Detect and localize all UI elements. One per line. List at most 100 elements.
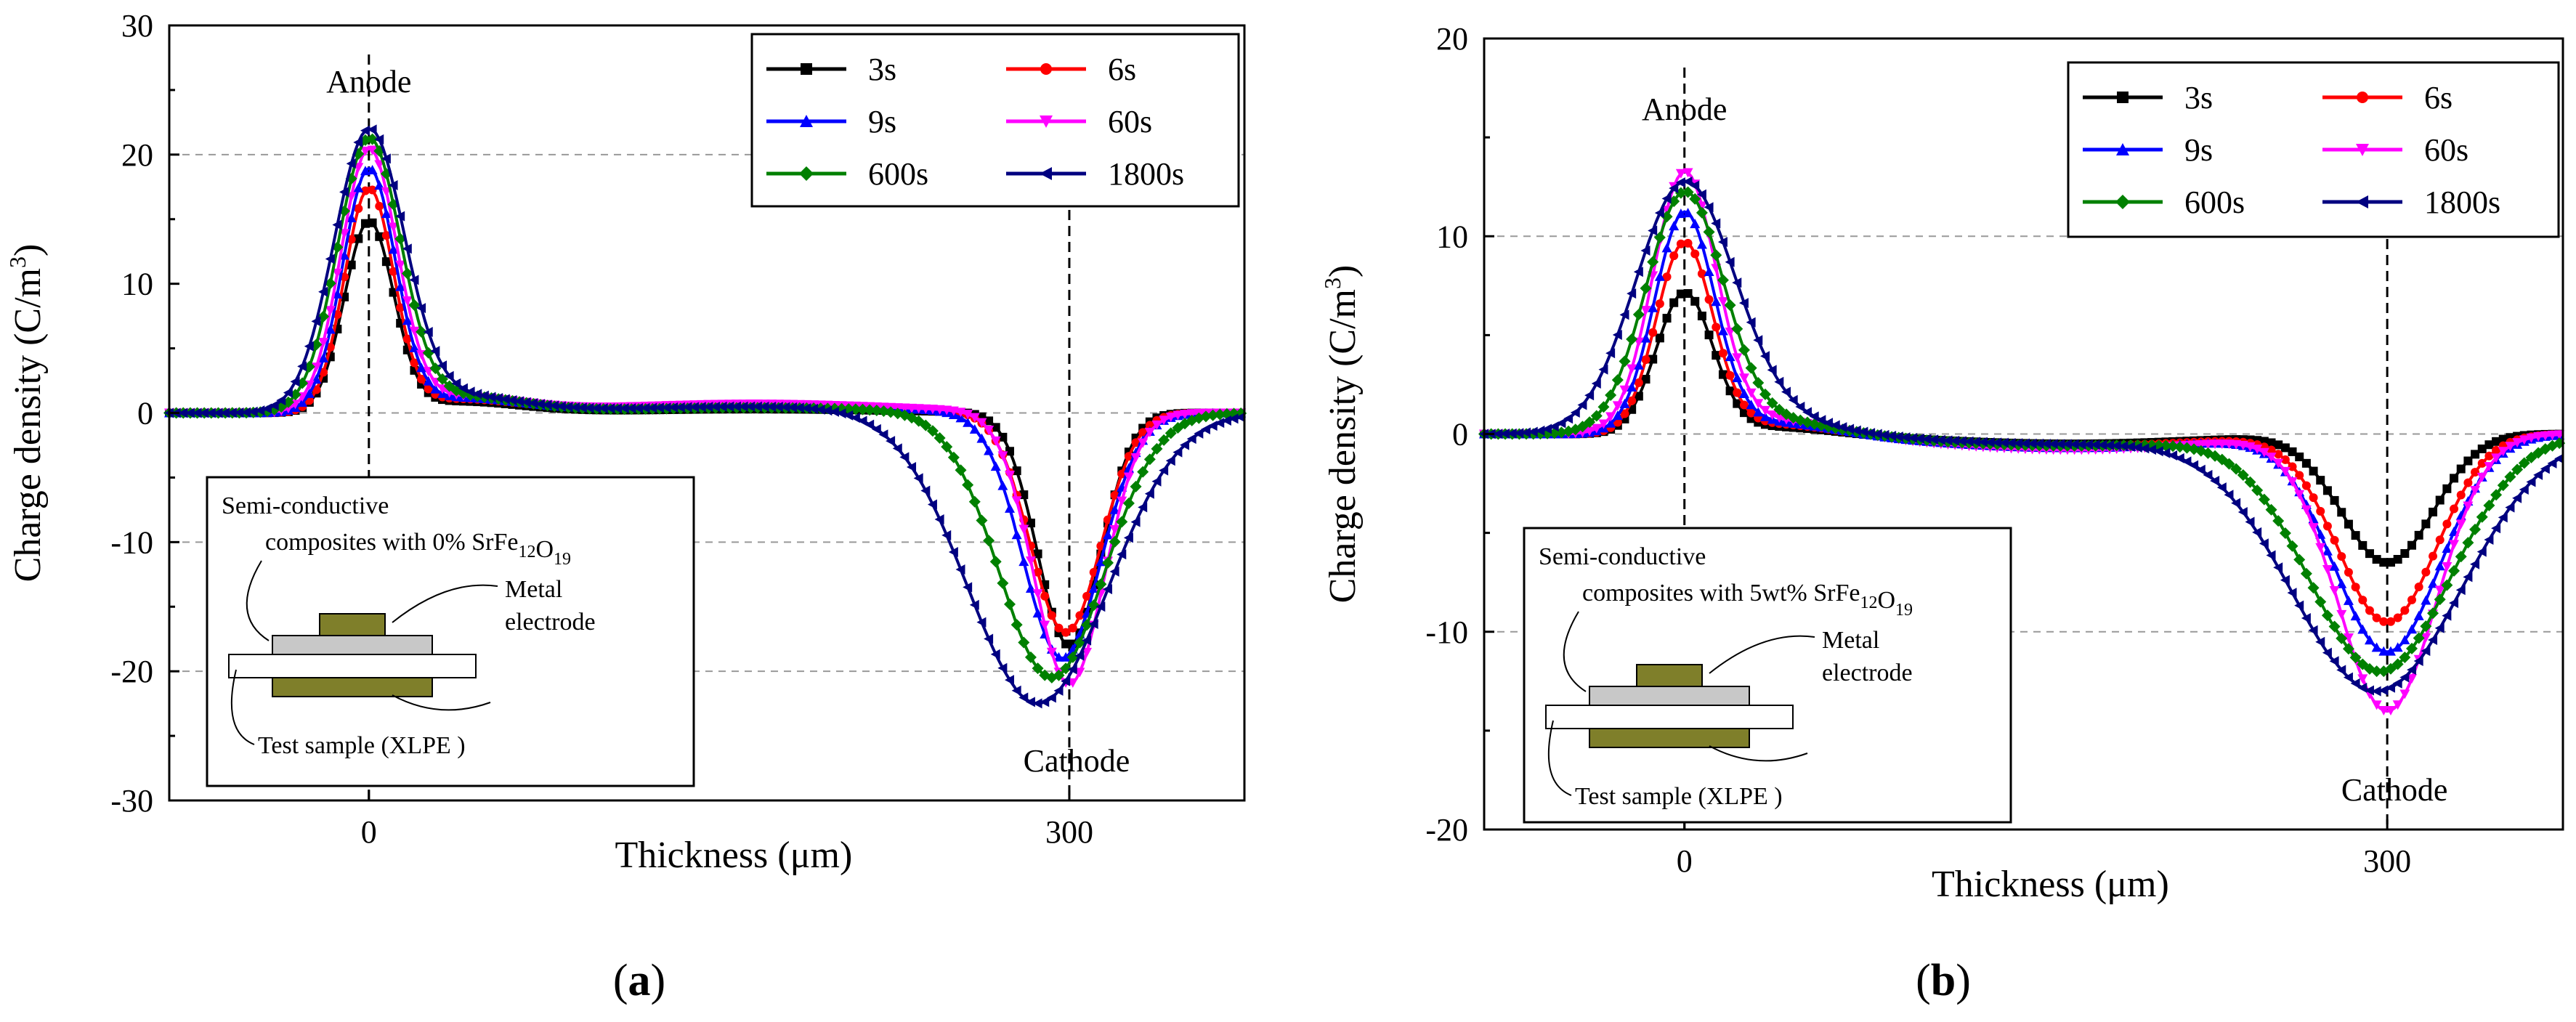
data-point xyxy=(1682,208,1693,218)
data-point xyxy=(521,397,531,407)
data-point xyxy=(822,405,833,416)
data-point xyxy=(2316,476,2325,485)
data-point xyxy=(318,338,329,348)
cathode-label: Cathode xyxy=(2341,772,2448,808)
data-point xyxy=(1732,353,1743,363)
data-point xyxy=(2547,458,2557,469)
panel-letter: a xyxy=(628,956,651,1005)
data-point xyxy=(1669,183,1679,194)
arrow-electrode xyxy=(392,584,498,623)
data-point xyxy=(1005,503,1016,513)
data-point xyxy=(2216,482,2227,493)
data-point xyxy=(339,187,349,198)
data-point xyxy=(1676,239,1685,248)
data-point xyxy=(1507,428,1517,439)
data-point xyxy=(375,232,384,241)
data-point xyxy=(332,288,343,299)
data-point xyxy=(1117,469,1127,479)
inset-label-sample: Test sample (XLPE ) xyxy=(1575,783,1783,810)
data-point xyxy=(1514,428,1524,439)
data-point xyxy=(1627,364,1637,374)
data-point xyxy=(1675,177,1685,188)
data-point xyxy=(2069,439,2079,450)
data-point xyxy=(984,425,995,435)
data-point xyxy=(422,346,434,359)
legend-label-9s: 9s xyxy=(2184,132,2213,168)
data-point xyxy=(1879,429,1890,440)
data-point xyxy=(1823,418,1834,429)
data-point xyxy=(2497,479,2509,492)
data-point xyxy=(416,325,428,338)
data-point xyxy=(493,393,503,404)
data-point xyxy=(1032,608,1043,618)
data-point xyxy=(2391,658,2404,670)
data-point xyxy=(2519,484,2529,495)
data-point xyxy=(2379,558,2389,567)
data-point xyxy=(920,404,931,414)
y-tick-label: 20 xyxy=(121,137,153,173)
y-axis-title-main: Charge density (C/m xyxy=(7,268,49,582)
data-point xyxy=(2492,437,2501,446)
data-point xyxy=(339,250,350,260)
data-point xyxy=(325,254,335,264)
data-point xyxy=(2357,674,2368,684)
data-point xyxy=(2336,665,2346,676)
data-point xyxy=(1563,413,1573,424)
data-point xyxy=(1151,420,1162,430)
data-point xyxy=(2301,458,2311,468)
data-point xyxy=(997,577,1009,589)
data-point xyxy=(2463,572,2473,583)
data-point xyxy=(2105,439,2115,450)
data-point xyxy=(1634,378,1643,387)
data-point xyxy=(2455,519,2466,530)
data-point xyxy=(1074,668,1085,678)
data-point xyxy=(1759,411,1770,421)
data-point xyxy=(1739,400,1749,410)
data-point xyxy=(640,402,650,413)
data-point xyxy=(1655,299,1664,309)
data-point xyxy=(2062,439,2072,450)
data-point xyxy=(1025,556,1036,567)
data-point xyxy=(1675,208,1686,219)
data-point xyxy=(206,407,216,418)
data-point xyxy=(1033,567,1042,577)
data-point xyxy=(2492,445,2501,455)
data-point xyxy=(1032,662,1044,675)
data-point xyxy=(1137,466,1149,478)
data-point xyxy=(1620,409,1629,418)
data-point xyxy=(2471,450,2480,459)
data-point xyxy=(969,413,980,423)
data-point xyxy=(1228,413,1239,424)
data-point xyxy=(347,260,356,269)
data-point xyxy=(1068,623,1077,633)
data-point xyxy=(2414,583,2423,592)
data-point xyxy=(1738,373,1749,384)
data-point xyxy=(381,153,391,164)
data-point xyxy=(2406,642,2418,654)
data-point xyxy=(1690,296,1700,306)
data-point xyxy=(2251,484,2264,496)
data-point xyxy=(2399,689,2410,699)
data-point xyxy=(192,407,202,418)
data-point xyxy=(1143,453,1156,466)
data-point xyxy=(990,436,1001,446)
data-point xyxy=(2294,490,2305,500)
data-point xyxy=(1194,428,1204,439)
data-point xyxy=(374,180,385,190)
data-point xyxy=(2280,443,2290,453)
data-point xyxy=(2399,672,2410,683)
data-point xyxy=(1682,168,1693,178)
data-point xyxy=(2554,453,2564,464)
data-point xyxy=(2203,469,2213,480)
data-point xyxy=(2476,546,2487,557)
data-point xyxy=(1019,490,1029,500)
data-point xyxy=(2399,635,2410,645)
data-point xyxy=(1010,619,1023,631)
y-axis-title-sup: 3 xyxy=(4,256,31,268)
data-point xyxy=(675,402,685,413)
data-point xyxy=(1773,403,1786,415)
data-point xyxy=(2293,553,2306,566)
data-point xyxy=(2322,564,2333,575)
data-point xyxy=(353,182,364,192)
x-axis-title: Thickness (μm) xyxy=(1932,864,2169,905)
